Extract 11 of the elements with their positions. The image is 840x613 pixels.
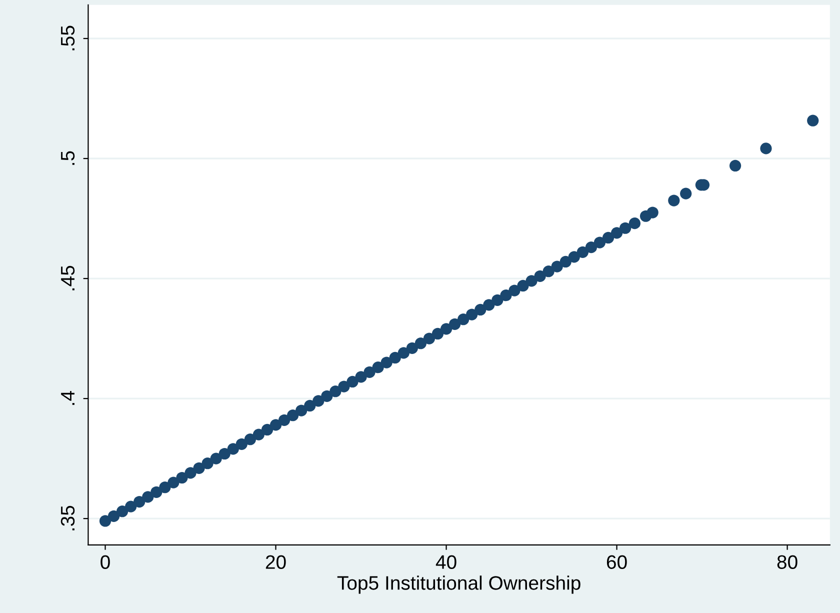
x-tick-label: 0 <box>100 555 110 569</box>
x-tick-label: 20 <box>266 555 286 569</box>
x-tick-label: 60 <box>606 555 627 569</box>
x-tick-label: 80 <box>777 555 798 569</box>
y-tick-label: .45 <box>61 266 75 290</box>
y-tick-label: .5 <box>61 151 75 165</box>
x-tick-label: 40 <box>436 555 456 569</box>
x-axis-title: Top5 Institutional Ownership <box>337 576 580 594</box>
y-tick-label: .35 <box>60 506 75 530</box>
y-tick-label: .4 <box>61 391 74 405</box>
y-tick-label: .55 <box>61 26 75 50</box>
